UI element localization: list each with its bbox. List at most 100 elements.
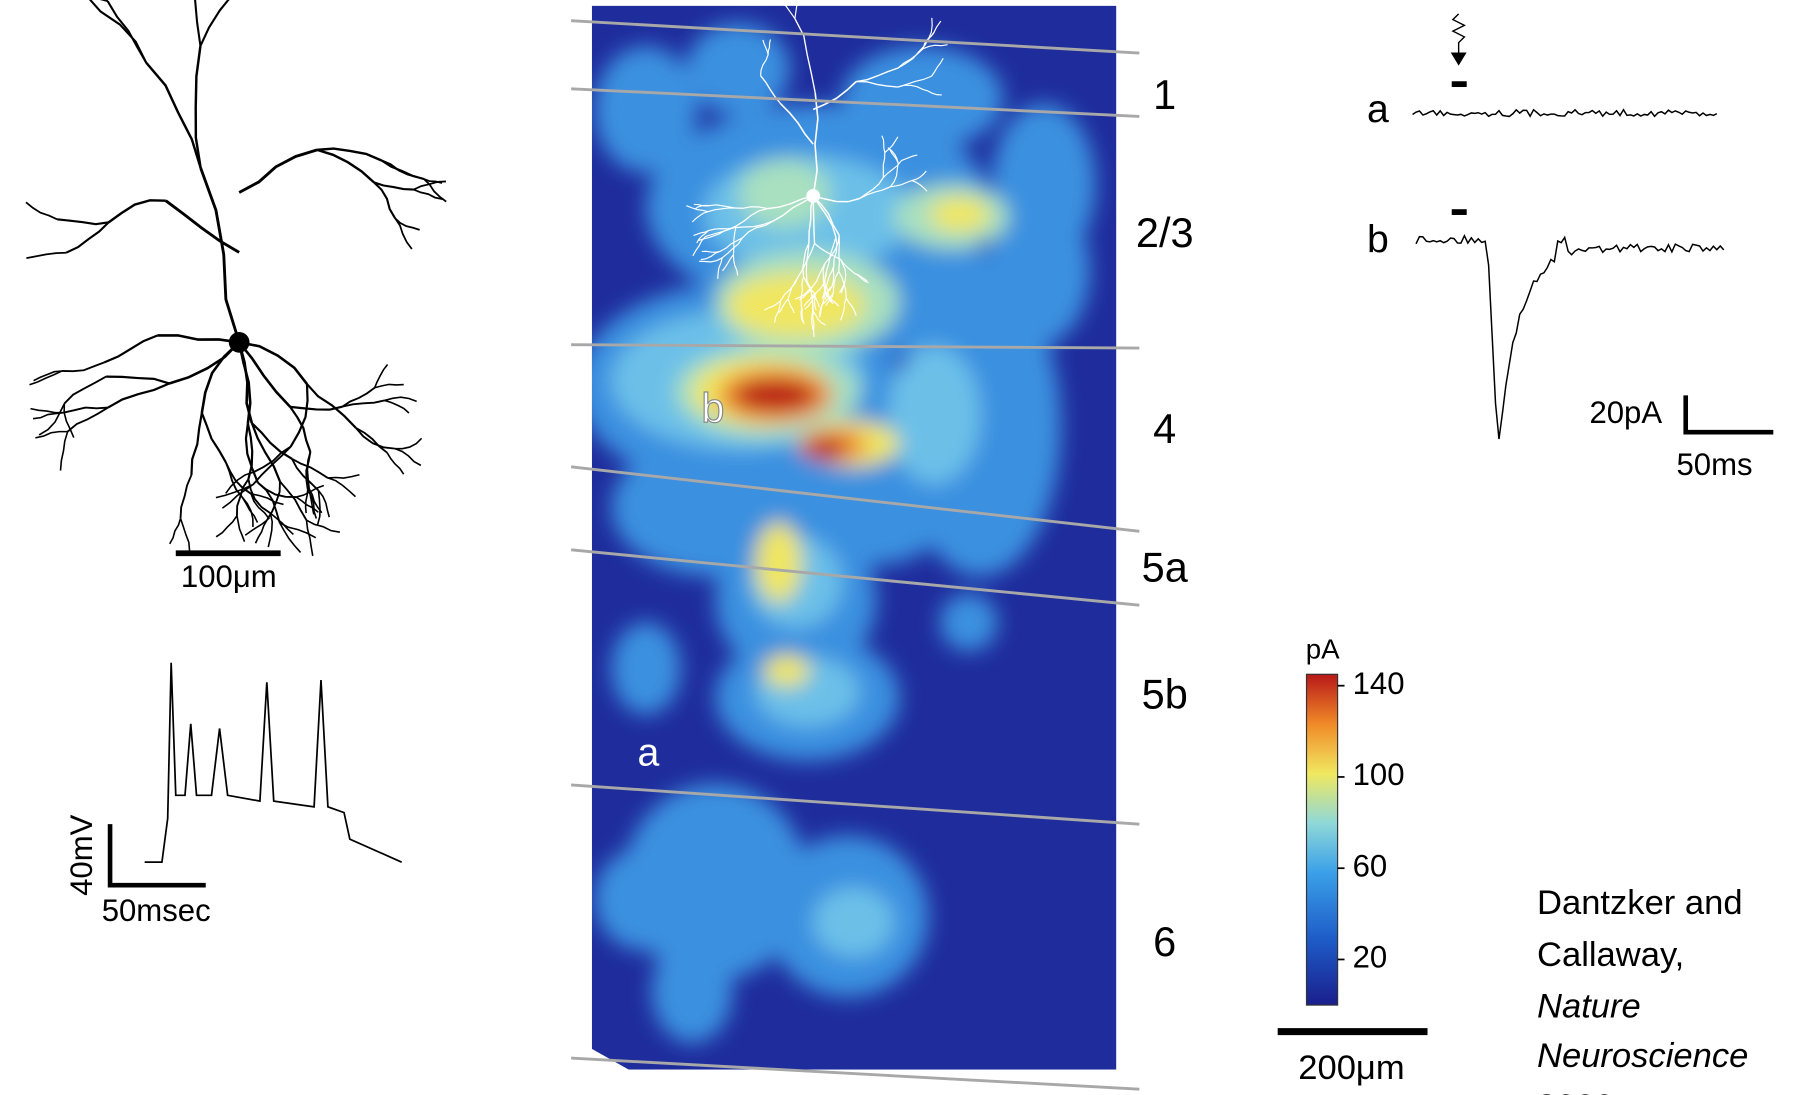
colorbar-tick-label: 100 [1353,757,1405,792]
dendrite [800,304,805,324]
map-blob [651,939,733,1044]
dendrite [65,221,110,254]
citation-journal: Nature [1537,988,1641,1026]
dendrite [803,276,816,294]
dendrite [244,519,268,536]
dendrite [889,148,899,164]
dendrite [279,522,302,553]
dendrite [824,235,840,264]
dendrite [250,493,284,506]
dendrite [911,170,927,182]
dendrite [373,364,389,389]
scale-label: 50ms [1676,447,1752,482]
colorbar: pA 140 100 60 20 [1306,634,1405,1006]
dendrite [812,195,860,203]
dendrite [237,342,252,424]
dendrite [839,259,847,281]
dendrite [901,154,918,162]
dendrite [215,483,254,499]
soma [228,331,250,353]
dendrite [814,242,841,260]
layer-label: 4 [1153,405,1176,452]
dendrite [686,205,709,213]
dendrite [812,195,837,238]
dendrite [107,199,166,224]
dendrite [394,217,413,250]
dendrite [812,310,826,326]
dendrite [787,276,799,300]
dendrite [884,136,899,153]
dendrite [854,273,868,282]
dendrite [394,447,422,467]
dendrite [169,518,182,545]
dendrite [741,220,774,239]
scale-label: 200μm [1298,1049,1404,1087]
dendrite [38,403,66,436]
layer-labels: 1 2/3 4 5a 5b 6 [1136,71,1194,965]
layer-boundaries [570,19,1140,1091]
dendrite [780,103,814,145]
dendrite [373,181,414,191]
dendrite [831,265,835,287]
dendrite [157,334,240,344]
map-blob [813,887,894,957]
dendrite [251,422,293,460]
map-blobs [591,23,1096,1044]
dendrite [380,159,418,179]
dendrite [767,195,814,210]
dendrite [856,80,898,88]
dendrite [803,292,817,307]
recorded-neuron [686,0,948,338]
dendrite [722,254,734,272]
dendrite [291,458,329,479]
dendrite [327,477,356,498]
dendrite [107,382,170,409]
dendrite [693,230,709,237]
dendrite [57,218,109,226]
dendrite [236,515,246,542]
layer-label: 5a [1142,544,1189,591]
dendrite [882,152,886,178]
dendrite [199,167,241,343]
dendrite [833,237,838,266]
dendrite [394,437,423,450]
dendrite [106,0,148,64]
dendrite [200,341,241,414]
dendrite [250,422,281,482]
dendrite [295,496,319,513]
soma [806,189,821,203]
dendrite [306,519,341,533]
dendrite [890,180,913,188]
dendrite [819,299,825,318]
dendrite [200,412,227,463]
dendrite [221,483,254,509]
dendrite [25,201,58,221]
dendrite [805,243,810,282]
dendrite [778,298,789,314]
layer-label: 1 [1153,71,1176,118]
dendrite [190,412,203,476]
dendrite [384,399,410,414]
dendrite [164,199,240,254]
dendrite [289,384,309,448]
dendrite [308,488,323,514]
dendrite [695,204,711,210]
dendrite [247,478,271,514]
map-blob [755,522,802,603]
dendrite [787,298,795,314]
dendrite [236,478,250,516]
dendrite [897,75,932,88]
dendrite [307,489,318,519]
map-blob [888,345,981,485]
dendrite [734,206,768,210]
dendrite [374,383,404,389]
dendrite [720,237,743,252]
current-trace [1415,233,1725,440]
site-label: b [701,384,724,431]
dendrite [732,254,739,276]
dendrite [238,148,318,194]
dendrite [106,375,170,385]
dendrite [760,54,769,76]
dendrite [813,293,817,311]
citation-text: Dantzker and [1537,884,1743,922]
